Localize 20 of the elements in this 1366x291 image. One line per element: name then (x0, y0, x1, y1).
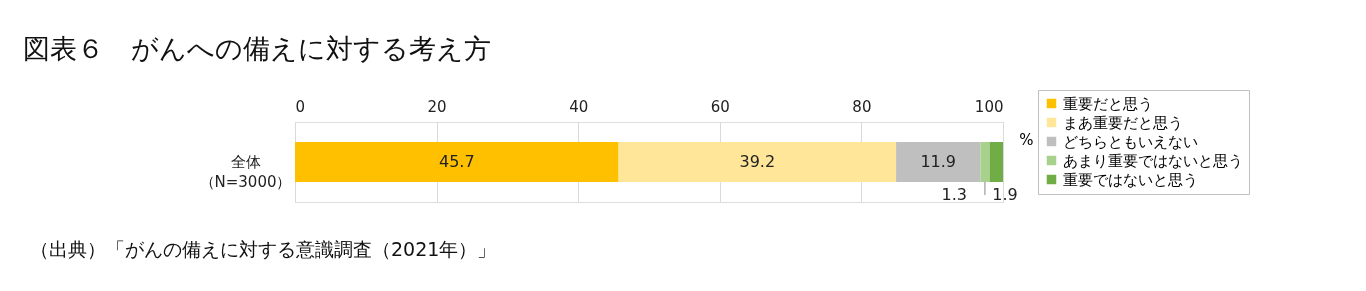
x-tick-label: 100 (974, 97, 1004, 116)
legend-label: どちらともいえない (1063, 132, 1198, 151)
chart-title: 図表６ がんへの備えに対する考え方 (23, 33, 491, 64)
legend-label: 重要ではないと思う (1063, 170, 1198, 189)
legend-label: 重要だと思う (1063, 94, 1153, 113)
data-label: 1.9 (992, 185, 1018, 204)
x-tick-label: 0 (295, 97, 306, 116)
legend-label: まあ重要だと思う (1063, 113, 1183, 132)
x-tick-label: 40 (569, 97, 589, 116)
x-tick-label: 20 (427, 97, 447, 116)
data-label: 45.7 (438, 152, 475, 171)
data-label: 11.9 (920, 152, 957, 171)
x-axis-title: % (1019, 130, 1034, 149)
x-tick-label: 80 (852, 97, 872, 116)
data-label: 1.3 (941, 185, 967, 204)
text: （出典）「がんの備えに対する意識調査（2021年）」 (30, 238, 497, 260)
legend-label: あまり重要ではないと思う (1063, 151, 1243, 170)
y-tick-label: 全体（N=3000） (199, 153, 292, 191)
data-label: 39.2 (739, 152, 776, 171)
x-tick-label: 60 (710, 97, 730, 116)
